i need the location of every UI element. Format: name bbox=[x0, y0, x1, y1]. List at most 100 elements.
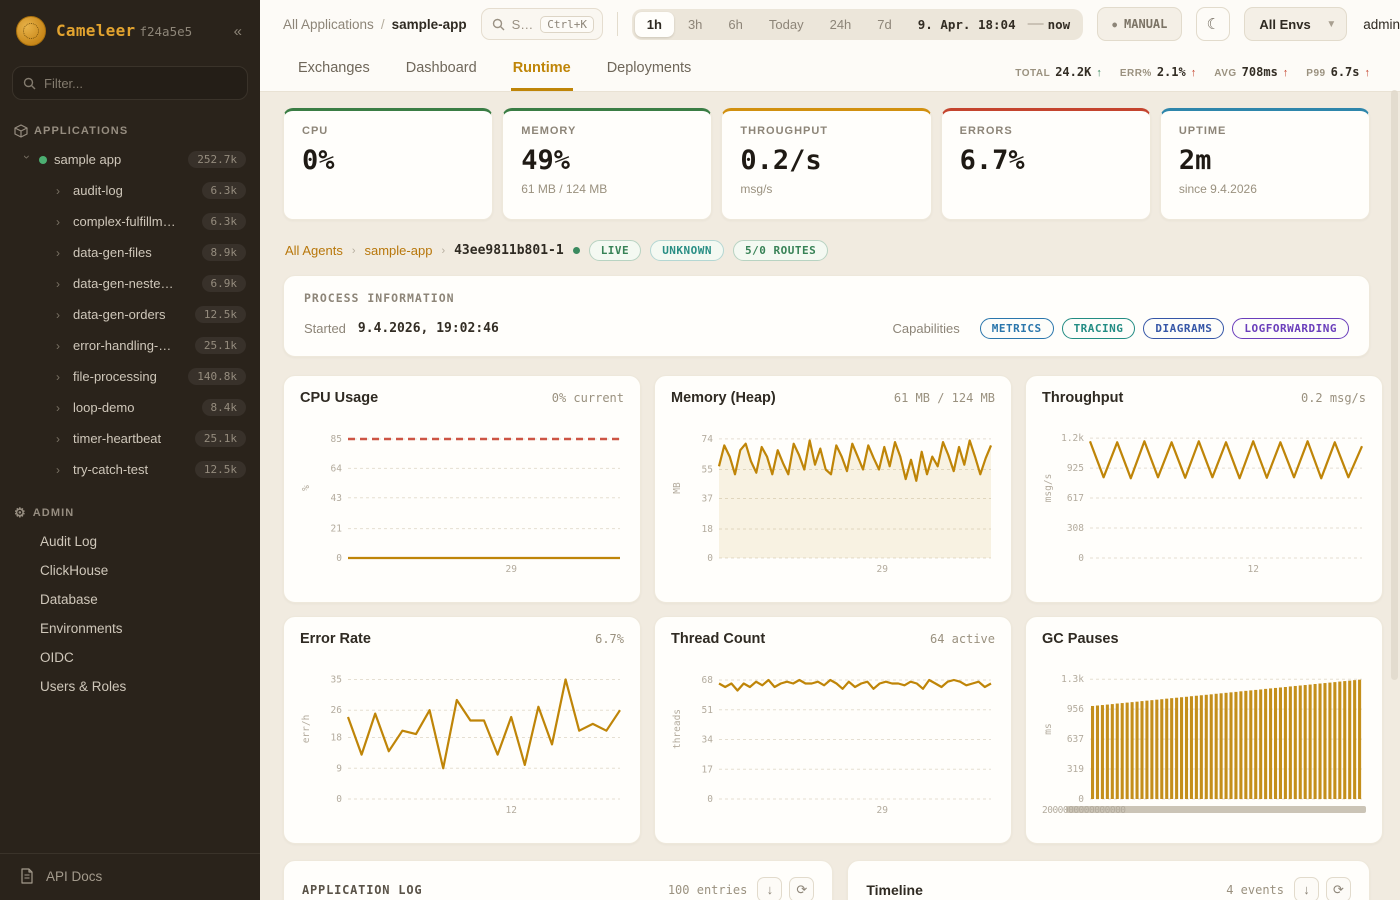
app-child-name: try-catch-test bbox=[73, 462, 149, 477]
chart-plot: 1.3k 956 637 319 0 ms 2000000000000000 bbox=[1042, 651, 1366, 819]
svg-text:21: 21 bbox=[331, 524, 343, 535]
download-log-button[interactable]: ↓ bbox=[757, 877, 783, 900]
stat: AVG 708ms ↑ bbox=[1214, 65, 1289, 79]
topbar: All Applications / sample-app S… Ctrl+K … bbox=[260, 0, 1400, 48]
chevron-right-icon: › bbox=[56, 431, 60, 446]
range-button[interactable]: 24h bbox=[818, 12, 864, 37]
download-timeline-button[interactable]: ↓ bbox=[1294, 877, 1319, 900]
refresh-timeline-button[interactable]: ⟳ bbox=[1326, 877, 1351, 900]
svg-text:308: 308 bbox=[1067, 523, 1084, 534]
tab[interactable]: Exchanges bbox=[298, 60, 370, 76]
count-badge: 6.9k bbox=[201, 275, 246, 292]
all-agents-link[interactable]: All Agents bbox=[285, 243, 343, 258]
tab[interactable]: Deployments bbox=[606, 60, 692, 76]
svg-text:1.2k: 1.2k bbox=[1061, 433, 1084, 444]
svg-text:617: 617 bbox=[1067, 493, 1084, 504]
chart-plot: 85 64 43 21 0% 29 bbox=[300, 410, 624, 578]
chart-current-value: 0.2 msg/s bbox=[1300, 391, 1366, 405]
search-icon bbox=[492, 18, 505, 31]
svg-text:%: % bbox=[301, 485, 312, 491]
chart-card: CPU Usage 0% current 85 64 43 21 0% 29 bbox=[283, 375, 641, 603]
app-child-node[interactable]: › data-gen-orders 12.5k bbox=[0, 299, 260, 330]
application-log-title: APPLICATION LOG bbox=[302, 882, 423, 897]
admin-nav-item[interactable]: ClickHouse bbox=[40, 563, 109, 578]
agent-id: 43ee9811b801-1 bbox=[454, 243, 564, 258]
svg-text:26: 26 bbox=[331, 705, 343, 716]
range-button[interactable]: 1h bbox=[634, 11, 674, 37]
chart-card: Throughput 0.2 msg/s 1.2k 925 617 308 0 msg/s… bbox=[1025, 375, 1383, 603]
metric-cards: CPU 0% MEMORY 49% 61 MB / 124 MB THROUGH… bbox=[283, 108, 1371, 220]
chart-current-value: 64 active bbox=[929, 632, 995, 646]
status-dot bbox=[39, 155, 47, 164]
collapse-sidebar-icon[interactable]: « bbox=[233, 22, 242, 40]
capabilities: Capabilities METRICS TRACING DIAGRAMS LO… bbox=[893, 318, 1349, 339]
app-node-sample-app[interactable]: › sample app 252.7k bbox=[0, 144, 260, 175]
chart-current-value: 6.7% bbox=[595, 632, 624, 646]
count-badge: 25.1k bbox=[194, 430, 246, 447]
api-docs-link[interactable]: API Docs bbox=[0, 853, 260, 900]
environment-select[interactable]: All Envs ▼ bbox=[1244, 7, 1348, 41]
tab[interactable]: Runtime bbox=[510, 50, 573, 91]
app-child-node[interactable]: › data-gen-files 8.9k bbox=[0, 237, 260, 268]
summary-stats: TOTAL 24.2K ↑ ERR% 2.1% ↑ AVG 708ms ↑ bbox=[1015, 65, 1370, 91]
breadcrumb-root[interactable]: All Applications bbox=[283, 16, 374, 32]
range-from[interactable]: 9. Apr. 18:04 bbox=[917, 16, 1016, 32]
capability-pill: DIAGRAMS bbox=[1143, 318, 1225, 339]
filter-input[interactable]: Filter... bbox=[12, 66, 248, 100]
trend-arrow-icon: ↑ bbox=[1282, 67, 1289, 79]
svg-text:29: 29 bbox=[876, 564, 888, 575]
count-badge: 252.7k bbox=[188, 151, 246, 168]
global-search-input[interactable]: S… Ctrl+K bbox=[480, 8, 604, 40]
gear-icon: ⚙ bbox=[14, 505, 27, 520]
dark-mode-toggle[interactable]: ☾ bbox=[1196, 7, 1231, 41]
svg-text:17: 17 bbox=[702, 764, 713, 775]
admin-nav-item[interactable]: Database bbox=[40, 592, 98, 607]
svg-text:74: 74 bbox=[702, 434, 714, 445]
svg-text:err/h: err/h bbox=[301, 715, 312, 744]
app-child-node[interactable]: › try-catch-test 12.5k bbox=[0, 454, 260, 485]
vertical-scrollbar[interactable] bbox=[1391, 90, 1398, 680]
app-child-node[interactable]: › error-handling-… 25.1k bbox=[0, 330, 260, 361]
chart-title: GC Pauses bbox=[1042, 631, 1119, 647]
admin-nav-item[interactable]: Audit Log bbox=[40, 534, 98, 549]
chart-plot: 35 26 18 9 0 err/h 12 bbox=[300, 651, 624, 819]
chevron-right-icon: › bbox=[56, 400, 60, 415]
chart-title: Thread Count bbox=[671, 631, 766, 647]
range-to[interactable]: now bbox=[1047, 16, 1071, 32]
refresh-icon: ⟳ bbox=[796, 881, 808, 897]
range-button[interactable]: 7d bbox=[865, 12, 903, 37]
breadcrumb-current: sample-app bbox=[391, 16, 467, 32]
manual-refresh-button[interactable]: ● MANUAL bbox=[1097, 7, 1183, 41]
agent-app-link[interactable]: sample-app bbox=[364, 243, 433, 258]
app-child-node[interactable]: › file-processing 140.8k bbox=[0, 361, 260, 392]
range-button[interactable]: Today bbox=[757, 12, 816, 37]
svg-text:43: 43 bbox=[331, 493, 342, 504]
chevron-right-icon: › bbox=[56, 369, 60, 384]
started-value: 9.4.2026, 19:02:46 bbox=[357, 321, 499, 336]
svg-text:85: 85 bbox=[331, 434, 342, 445]
applications-tree: › sample app 252.7k › audit-log 6.3k › c… bbox=[0, 144, 260, 485]
svg-text:ms: ms bbox=[1043, 723, 1054, 734]
chart-plot: 68 51 34 17 0 threads 29 bbox=[671, 651, 995, 819]
app-child-node[interactable]: › loop-demo 8.4k bbox=[0, 392, 260, 423]
chart-title: Memory (Heap) bbox=[671, 390, 776, 406]
refresh-log-button[interactable]: ⟳ bbox=[789, 877, 815, 900]
app-child-node[interactable]: › complex-fulfillm… 6.3k bbox=[0, 206, 260, 237]
user-menu[interactable]: admin bbox=[1363, 16, 1400, 32]
chart-title: Error Rate bbox=[300, 631, 371, 647]
app-child-node[interactable]: › audit-log 6.3k bbox=[0, 175, 260, 206]
range-button[interactable]: 6h bbox=[716, 12, 754, 37]
timeline-events-count: 4 events bbox=[1226, 882, 1284, 897]
admin-nav-item[interactable]: Environments bbox=[40, 621, 123, 636]
admin-nav-item[interactable]: Users & Roles bbox=[40, 679, 127, 694]
svg-text:29: 29 bbox=[505, 564, 517, 575]
admin-nav-item[interactable]: OIDC bbox=[40, 650, 74, 665]
metric-card: UPTIME 2m since 9.4.2026 bbox=[1159, 108, 1371, 220]
range-button[interactable]: 3h bbox=[676, 12, 714, 37]
app-child-node[interactable]: › data-gen-neste… 6.9k bbox=[0, 268, 260, 299]
app-child-node[interactable]: › timer-heartbeat 25.1k bbox=[0, 423, 260, 454]
tab[interactable]: Dashboard bbox=[405, 60, 477, 76]
chevron-right-icon: › bbox=[56, 307, 60, 322]
stat: TOTAL 24.2K ↑ bbox=[1015, 65, 1102, 79]
status-pill: LIVE bbox=[588, 240, 642, 261]
